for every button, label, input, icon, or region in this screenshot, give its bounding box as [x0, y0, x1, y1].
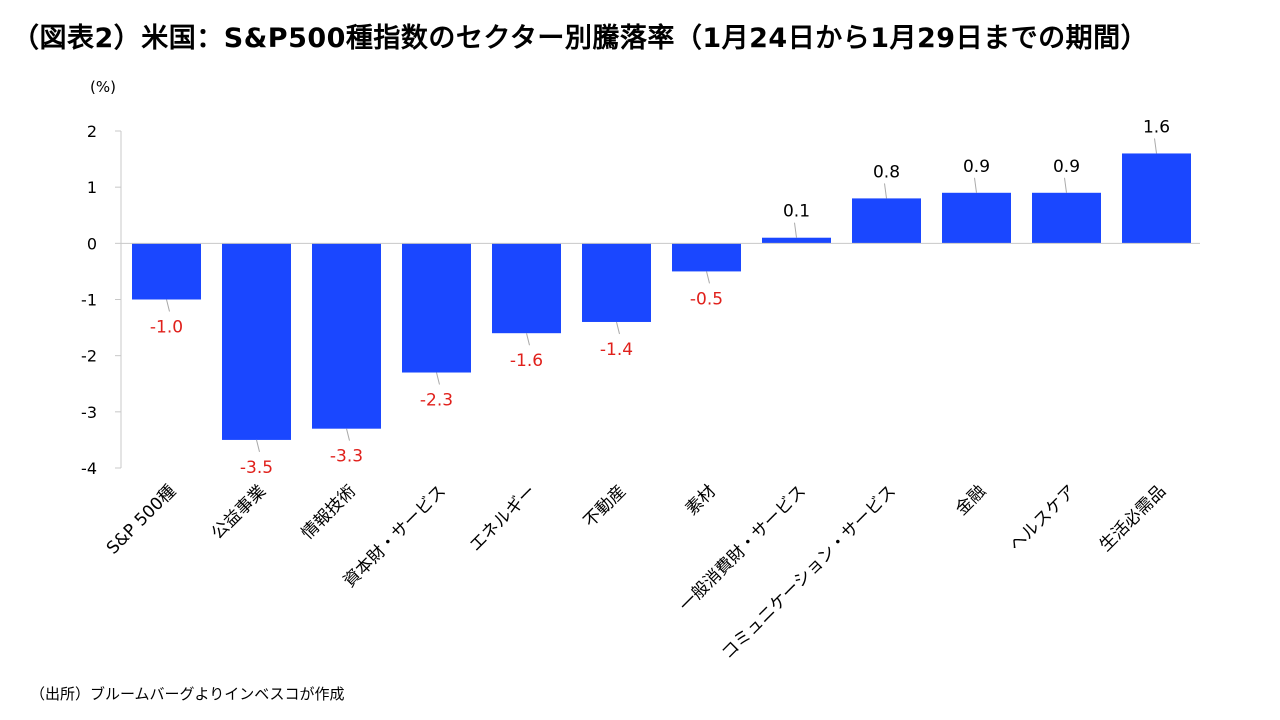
bar	[402, 243, 471, 373]
bar	[852, 198, 921, 244]
label-leader	[256, 439, 260, 453]
label-leader	[166, 299, 170, 312]
y-tick-label: -1	[81, 291, 97, 310]
label-leader	[1154, 138, 1157, 154]
data-label: -0.5	[690, 289, 723, 309]
label-leader	[884, 183, 887, 199]
data-label: -1.6	[510, 351, 543, 371]
y-tick-label: 0	[87, 234, 97, 253]
bar	[942, 192, 1011, 244]
x-category-label: 不動産	[580, 481, 630, 531]
x-category-label: 素材	[682, 481, 720, 519]
bar	[1122, 153, 1191, 244]
bar	[672, 243, 741, 272]
bar	[762, 237, 831, 244]
x-category-label: 情報技術	[298, 481, 360, 543]
data-label: 0.1	[783, 202, 810, 222]
label-leader	[706, 271, 710, 284]
data-label: -2.3	[420, 391, 453, 411]
x-category-label: S&P 500種	[103, 481, 180, 558]
bar	[312, 243, 381, 429]
label-leader	[346, 428, 350, 441]
label-leader	[436, 372, 440, 385]
label-leader	[974, 177, 977, 193]
bar	[1032, 192, 1101, 244]
bar	[132, 243, 201, 300]
label-leader	[794, 222, 797, 238]
x-category-label: 金融	[952, 481, 990, 519]
y-tick-label: 1	[87, 178, 97, 197]
source-note: （出所）ブルームバーグよりインベスコが作成	[30, 685, 345, 703]
label-leader	[1064, 177, 1067, 193]
y-axis-unit: (%)	[90, 78, 116, 96]
bar	[582, 243, 651, 322]
data-label: 1.6	[1143, 117, 1170, 137]
bar	[222, 243, 291, 440]
data-label: -3.5	[240, 458, 273, 478]
label-leader	[526, 333, 530, 346]
label-leader	[616, 321, 620, 335]
x-category-label: エネルギー	[466, 481, 540, 555]
chart-title: （図表2）米国：S&P500種指数のセクター別騰落率（1月24日から1月29日ま…	[12, 23, 1149, 54]
y-tick-label: 2	[87, 122, 97, 141]
bar	[492, 243, 561, 334]
x-category-label: コミュニケーション・サービス	[718, 481, 900, 663]
x-category-label: ヘルスケア	[1006, 481, 1080, 555]
y-tick-label: -3	[81, 403, 97, 422]
x-category-label: 生活必需品	[1096, 481, 1170, 555]
data-label: 0.8	[873, 162, 900, 182]
x-category-label: 公益事業	[208, 481, 270, 543]
data-label: 0.9	[1053, 157, 1080, 177]
y-tick-label: -2	[81, 347, 97, 366]
data-label: 0.9	[963, 157, 990, 177]
data-label: -1.4	[600, 340, 633, 360]
y-tick-label: -4	[81, 459, 97, 478]
data-label: -1.0	[150, 318, 183, 338]
data-label: -3.3	[330, 447, 363, 467]
